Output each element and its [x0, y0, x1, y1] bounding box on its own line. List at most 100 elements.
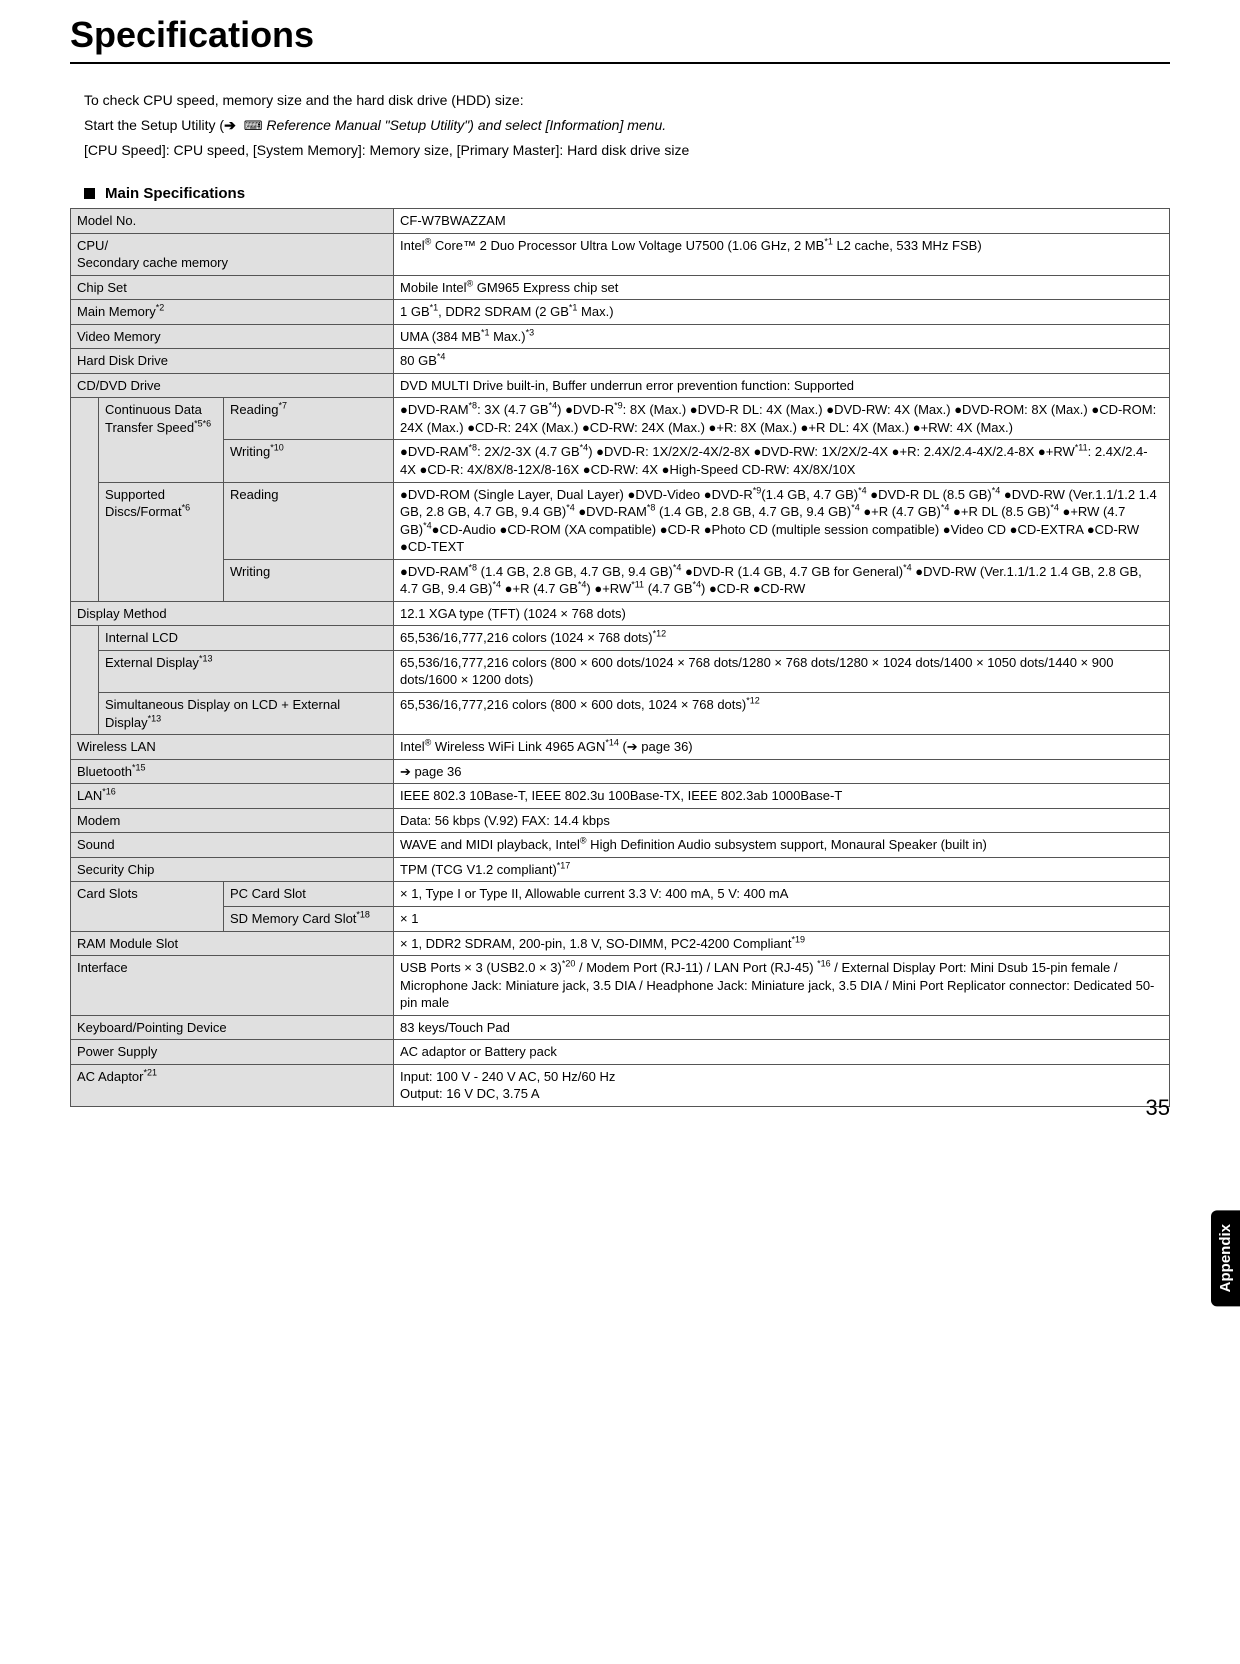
table-row: Interface USB Ports × 3 (USB2.0 × 3)*20 …: [71, 956, 1170, 1016]
cell-label: Simultaneous Display on LCD + External D…: [99, 693, 394, 735]
table-row: Security Chip TPM (TCG V1.2 compliant)*1…: [71, 857, 1170, 882]
cell-value: × 1, DDR2 SDRAM, 200-pin, 1.8 V, SO-DIMM…: [394, 931, 1170, 956]
cell-value: ●DVD-RAM*8 (1.4 GB, 2.8 GB, 4.7 GB, 9.4 …: [394, 559, 1170, 601]
cell-indent: [71, 626, 99, 735]
cell-label: Writing*10: [224, 440, 394, 482]
table-row: Card Slots PC Card Slot × 1, Type I or T…: [71, 882, 1170, 907]
page-title: Specifications: [70, 14, 1170, 56]
cell-label: CD/DVD Drive: [71, 373, 394, 398]
section-heading: Main Specifications: [84, 185, 1170, 202]
cell-value: Intel® Wireless WiFi Link 4965 AGN*14 (➔…: [394, 735, 1170, 760]
table-row: Continuous Data Transfer Speed*5*6 Readi…: [71, 398, 1170, 440]
cell-label: Bluetooth*15: [71, 759, 394, 784]
cell-value: 80 GB*4: [394, 349, 1170, 374]
table-row: Display Method 12.1 XGA type (TFT) (1024…: [71, 601, 1170, 626]
cell-value: 65,536/16,777,216 colors (800 × 600 dots…: [394, 693, 1170, 735]
cell-label: Model No.: [71, 209, 394, 234]
table-row: Writing*10 ●DVD-RAM*8: 2X/2-3X (4.7 GB*4…: [71, 440, 1170, 482]
cell-value: 65,536/16,777,216 colors (1024 × 768 dot…: [394, 626, 1170, 651]
cell-label: Power Supply: [71, 1040, 394, 1065]
table-row: Keyboard/Pointing Device 83 keys/Touch P…: [71, 1015, 1170, 1040]
table-row: Hard Disk Drive 80 GB*4: [71, 349, 1170, 374]
cell-label: PC Card Slot: [224, 882, 394, 907]
arrow-icon: [224, 117, 240, 133]
cell-label: CPU/ Secondary cache memory: [71, 233, 394, 275]
cell-label: Main Memory*2: [71, 300, 394, 325]
cell-label: Hard Disk Drive: [71, 349, 394, 374]
table-row: Wireless LAN Intel® Wireless WiFi Link 4…: [71, 735, 1170, 760]
page-number: 35: [1146, 1095, 1170, 1121]
intro-line2: Start the Setup Utility ( Reference Manu…: [84, 115, 1170, 136]
intro-block: To check CPU speed, memory size and the …: [84, 90, 1170, 161]
intro-line3: [CPU Speed]: CPU speed, [System Memory]:…: [84, 140, 1170, 161]
cell-label: Interface: [71, 956, 394, 1016]
cell-label: Chip Set: [71, 275, 394, 300]
table-row: AC Adaptor*21 Input: 100 V - 240 V AC, 5…: [71, 1064, 1170, 1106]
cell-value: Mobile Intel® GM965 Express chip set: [394, 275, 1170, 300]
table-row: CD/DVD Drive DVD MULTI Drive built-in, B…: [71, 373, 1170, 398]
table-row: Chip Set Mobile Intel® GM965 Express chi…: [71, 275, 1170, 300]
cell-label: Video Memory: [71, 324, 394, 349]
cell-value: ➔ page 36: [394, 759, 1170, 784]
cell-value: ●DVD-RAM*8: 3X (4.7 GB*4) ●DVD-R*9: 8X (…: [394, 398, 1170, 440]
cell-label: LAN*16: [71, 784, 394, 809]
cell-value: ●DVD-ROM (Single Layer, Dual Layer) ●DVD…: [394, 482, 1170, 559]
cell-label: Security Chip: [71, 857, 394, 882]
table-row: Writing ●DVD-RAM*8 (1.4 GB, 2.8 GB, 4.7 …: [71, 559, 1170, 601]
cell-value: × 1, Type I or Type II, Allowable curren…: [394, 882, 1170, 907]
cell-label: SD Memory Card Slot*18: [224, 906, 394, 931]
side-tab-appendix: Appendix: [1211, 1210, 1240, 1306]
cell-label: Writing: [224, 559, 394, 601]
cell-value: IEEE 802.3 10Base-T, IEEE 802.3u 100Base…: [394, 784, 1170, 809]
cell-value: × 1: [394, 906, 1170, 931]
cell-value: 12.1 XGA type (TFT) (1024 × 768 dots): [394, 601, 1170, 626]
table-row: SD Memory Card Slot*18 × 1: [71, 906, 1170, 931]
square-bullet-icon: [84, 188, 95, 199]
table-row: Main Memory*2 1 GB*1, DDR2 SDRAM (2 GB*1…: [71, 300, 1170, 325]
intro-line1: To check CPU speed, memory size and the …: [84, 90, 1170, 111]
table-row: Sound WAVE and MIDI playback, Intel® Hig…: [71, 833, 1170, 858]
cell-value: 65,536/16,777,216 colors (800 × 600 dots…: [394, 650, 1170, 692]
cell-label: Display Method: [71, 601, 394, 626]
cell-value: TPM (TCG V1.2 compliant)*17: [394, 857, 1170, 882]
cell-value: AC adaptor or Battery pack: [394, 1040, 1170, 1065]
cell-value: DVD MULTI Drive built-in, Buffer underru…: [394, 373, 1170, 398]
cell-label: Modem: [71, 808, 394, 833]
table-row: Power Supply AC adaptor or Battery pack: [71, 1040, 1170, 1065]
title-rule: [70, 62, 1170, 64]
intro-line2a: Start the Setup Utility (: [84, 117, 224, 133]
cell-value: WAVE and MIDI playback, Intel® High Defi…: [394, 833, 1170, 858]
cell-label: Sound: [71, 833, 394, 858]
table-row: Video Memory UMA (384 MB*1 Max.)*3: [71, 324, 1170, 349]
table-row: RAM Module Slot × 1, DDR2 SDRAM, 200-pin…: [71, 931, 1170, 956]
table-row: LAN*16 IEEE 802.3 10Base-T, IEEE 802.3u …: [71, 784, 1170, 809]
cell-indent: [71, 398, 99, 601]
table-row: Bluetooth*15 ➔ page 36: [71, 759, 1170, 784]
spec-table: Model No. CF-W7BWAZZAM CPU/ Secondary ca…: [70, 208, 1170, 1107]
cell-value: CF-W7BWAZZAM: [394, 209, 1170, 234]
cell-label: Reading*7: [224, 398, 394, 440]
table-row: Supported Discs/Format*6 Reading ●DVD-RO…: [71, 482, 1170, 559]
cell-label: Card Slots: [71, 882, 224, 931]
manual-icon: [244, 117, 263, 133]
cell-label: AC Adaptor*21: [71, 1064, 394, 1106]
cell-value: 83 keys/Touch Pad: [394, 1015, 1170, 1040]
table-row: CPU/ Secondary cache memory Intel® Core™…: [71, 233, 1170, 275]
table-row: External Display*13 65,536/16,777,216 co…: [71, 650, 1170, 692]
cell-label: Continuous Data Transfer Speed*5*6: [99, 398, 224, 482]
cell-value: USB Ports × 3 (USB2.0 × 3)*20 / Modem Po…: [394, 956, 1170, 1016]
section-title-text: Main Specifications: [105, 185, 245, 202]
cell-label: Supported Discs/Format*6: [99, 482, 224, 601]
cell-value: 1 GB*1, DDR2 SDRAM (2 GB*1 Max.): [394, 300, 1170, 325]
cell-label: Keyboard/Pointing Device: [71, 1015, 394, 1040]
ref-manual: Reference Manual "Setup Utility") and se…: [266, 117, 666, 133]
cell-label: Internal LCD: [99, 626, 394, 651]
cell-label: Wireless LAN: [71, 735, 394, 760]
cell-value: Input: 100 V - 240 V AC, 50 Hz/60 Hz Out…: [394, 1064, 1170, 1106]
cell-value: UMA (384 MB*1 Max.)*3: [394, 324, 1170, 349]
cell-label: RAM Module Slot: [71, 931, 394, 956]
table-row: Internal LCD 65,536/16,777,216 colors (1…: [71, 626, 1170, 651]
table-row: Simultaneous Display on LCD + External D…: [71, 693, 1170, 735]
cell-value: Data: 56 kbps (V.92) FAX: 14.4 kbps: [394, 808, 1170, 833]
cell-value: ●DVD-RAM*8: 2X/2-3X (4.7 GB*4) ●DVD-R: 1…: [394, 440, 1170, 482]
